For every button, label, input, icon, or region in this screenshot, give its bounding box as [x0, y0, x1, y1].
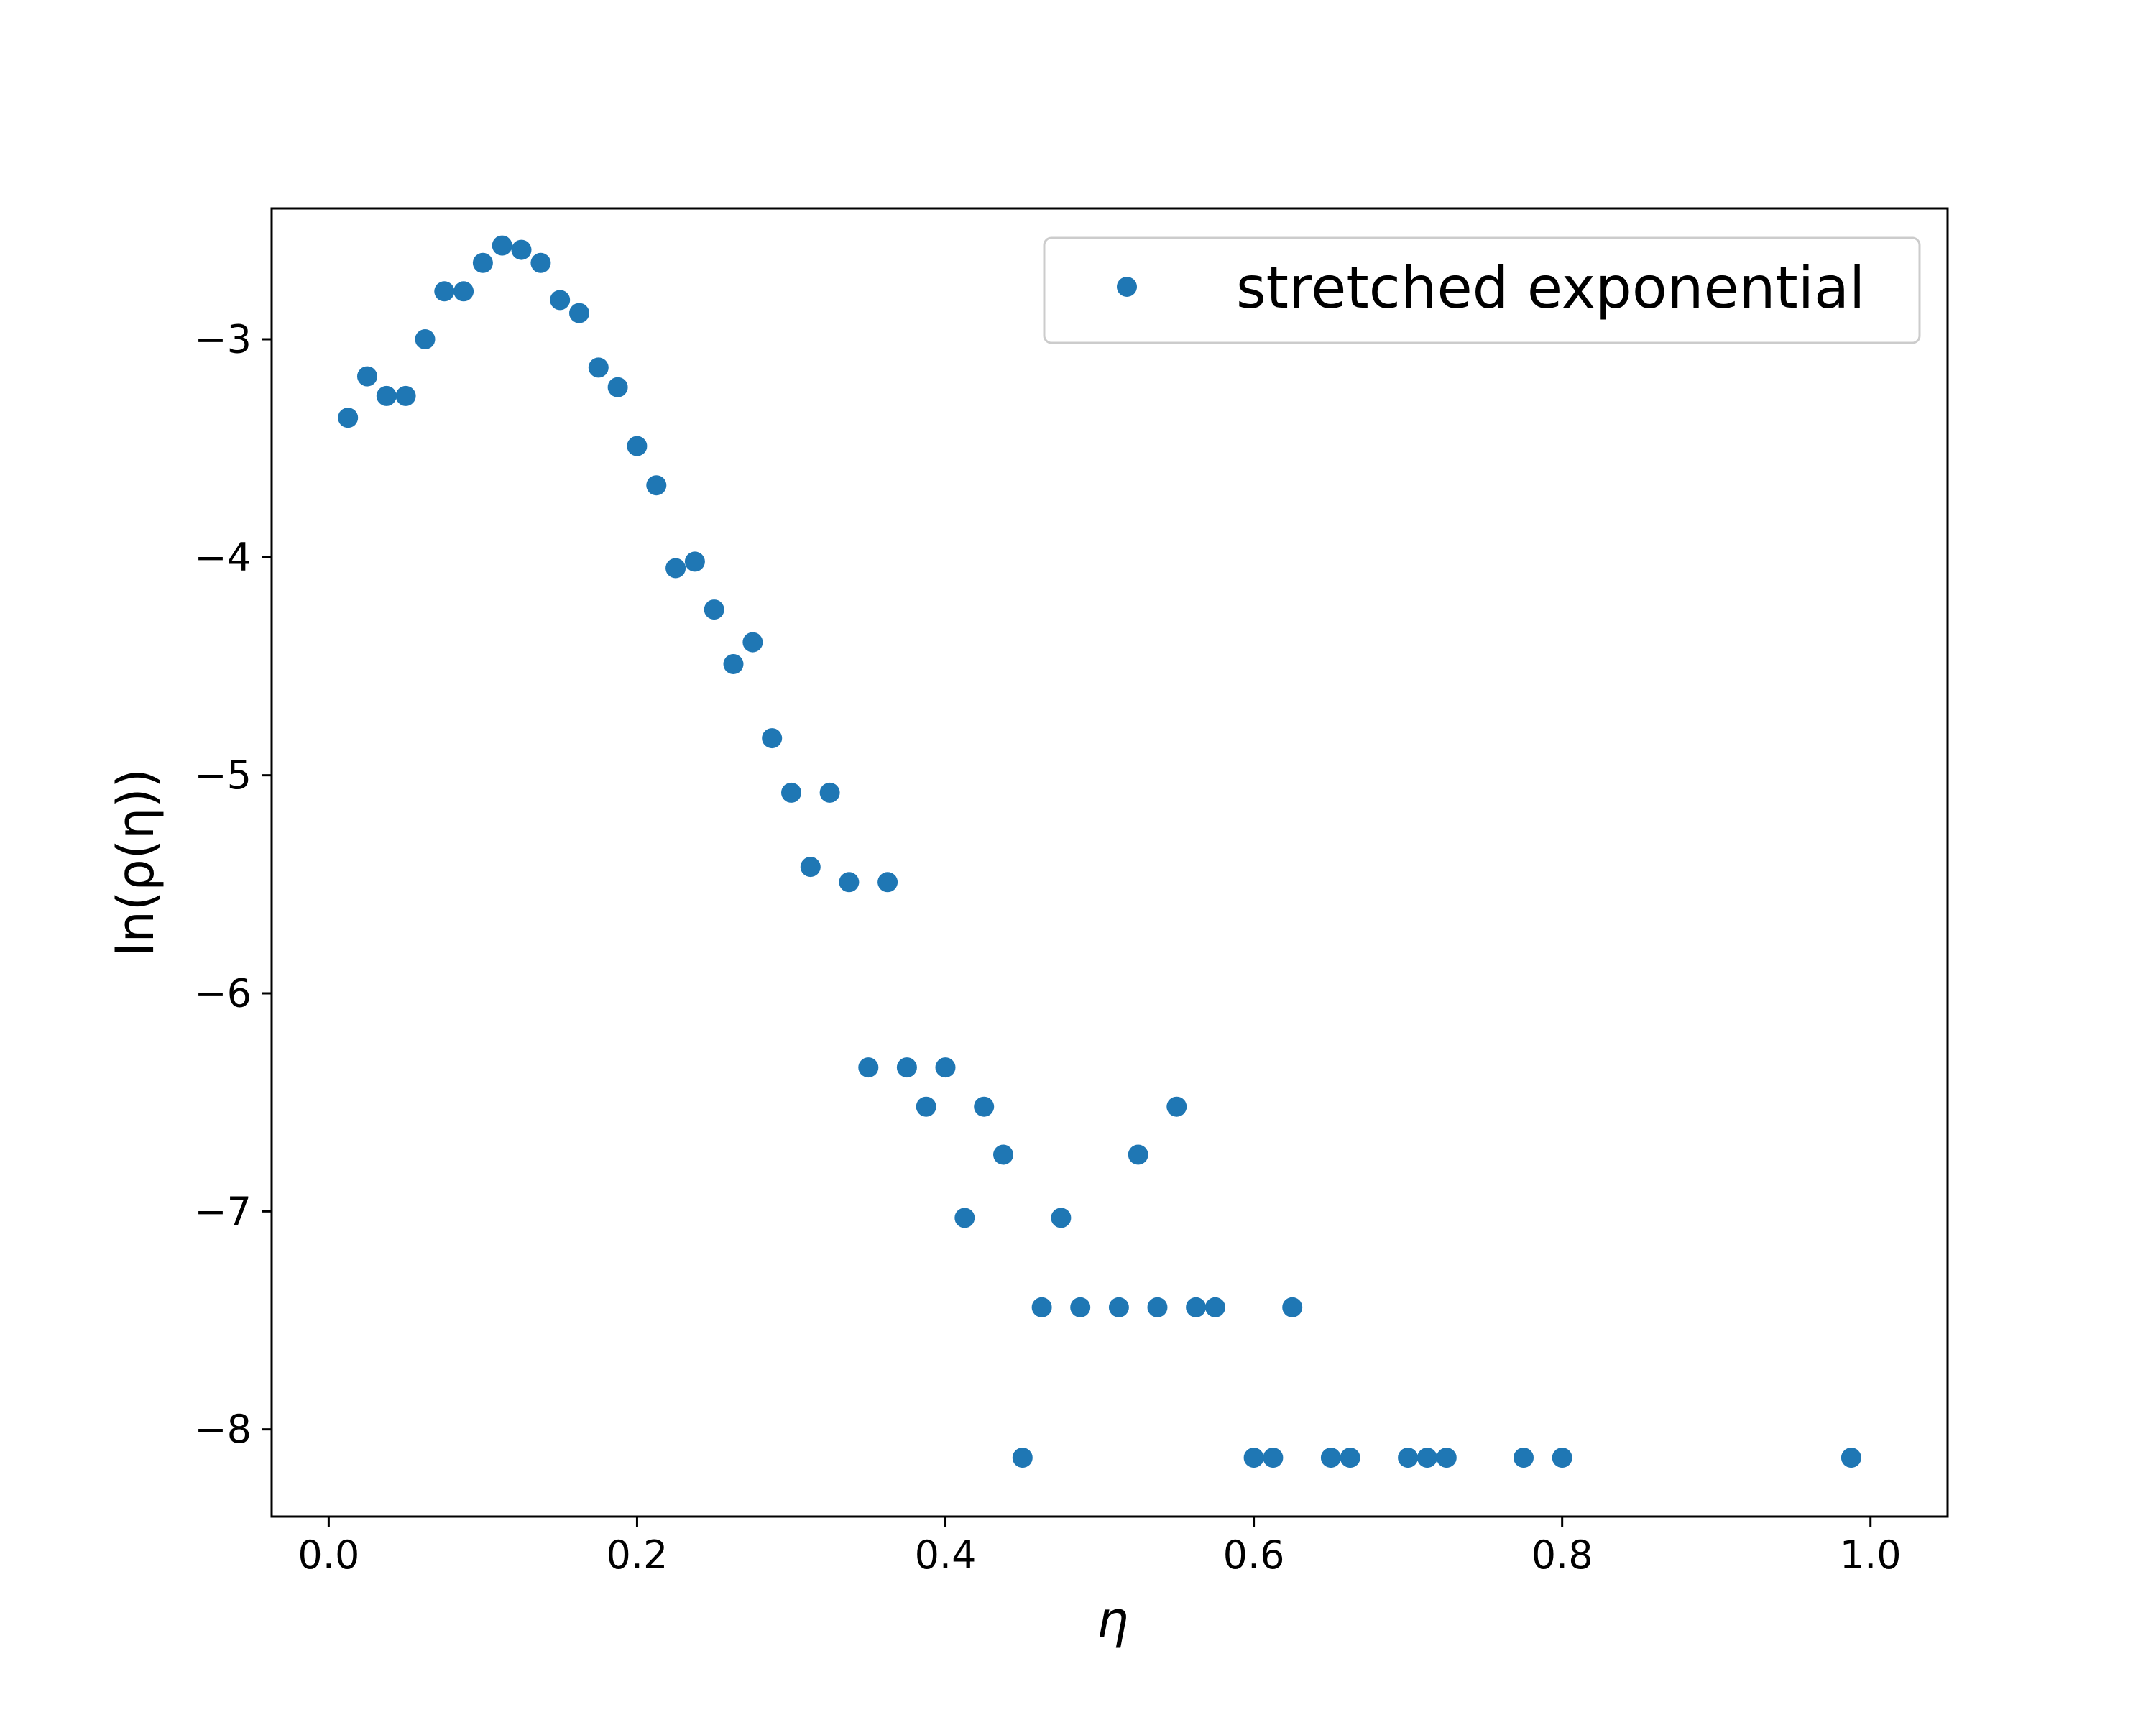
data-point: [858, 1057, 879, 1078]
data-point: [1282, 1297, 1303, 1317]
data-point: [704, 599, 724, 620]
data-point: [376, 385, 397, 406]
data-point: [1166, 1096, 1187, 1117]
data-point: [1031, 1297, 1052, 1317]
data-point: [935, 1057, 956, 1078]
y-tick-label: −7: [194, 1189, 252, 1234]
data-point: [1416, 1448, 1437, 1468]
data-point: [1051, 1208, 1072, 1228]
x-tick-label: 0.8: [1531, 1532, 1593, 1578]
x-axis-ticks: 0.0 0.2 0.4 0.6 0.8 1.0: [298, 1517, 1902, 1578]
data-point: [1186, 1297, 1207, 1317]
data-point: [877, 872, 898, 893]
data-point: [646, 475, 667, 496]
legend-label: stretched exponential: [1236, 254, 1865, 321]
data-point: [762, 728, 783, 749]
data-point: [723, 654, 744, 674]
data-point: [916, 1096, 936, 1117]
x-tick-label: 0.6: [1223, 1532, 1285, 1578]
data-point: [954, 1208, 975, 1228]
y-tick-label: −6: [194, 971, 252, 1016]
data-point: [1320, 1448, 1341, 1468]
data-point: [627, 436, 648, 456]
data-point: [839, 872, 860, 893]
data-point: [665, 558, 686, 579]
x-tick-label: 0.2: [607, 1532, 668, 1578]
data-point: [896, 1057, 917, 1078]
data-point: [357, 366, 377, 387]
y-tick-label: −4: [194, 535, 252, 580]
y-tick-label: −5: [194, 753, 252, 798]
data-point: [1012, 1448, 1033, 1468]
data-point: [800, 857, 821, 878]
data-point: [1070, 1297, 1091, 1317]
legend-marker: [1117, 277, 1137, 297]
data-point: [1128, 1144, 1148, 1165]
data-point: [1147, 1297, 1168, 1317]
data-point: [1340, 1448, 1360, 1468]
data-point: [1552, 1448, 1572, 1468]
data-point: [1436, 1448, 1457, 1468]
data-point: [569, 303, 589, 323]
y-axis-label: ln(ρ(η)): [106, 768, 165, 957]
data-point: [1243, 1448, 1264, 1468]
data-point: [1398, 1448, 1419, 1468]
data-point: [819, 782, 840, 803]
legend-box: [1043, 236, 1921, 344]
x-axis-label: η: [1097, 1591, 1128, 1650]
data-point: [434, 281, 455, 302]
data-point: [530, 252, 551, 273]
x-tick-label: 0.4: [915, 1532, 977, 1578]
y-axis-ticks: −3 −4 −5 −6 −7 −8: [194, 317, 272, 1452]
data-point: [415, 329, 436, 349]
data-point: [781, 782, 801, 803]
legend: stretched exponential: [1043, 236, 1921, 344]
data-point: [607, 377, 628, 397]
data-points: [338, 235, 1861, 1468]
data-point: [550, 290, 571, 310]
data-point: [395, 385, 416, 406]
x-tick-label: 0.0: [298, 1532, 359, 1578]
data-point: [338, 408, 359, 428]
data-point: [492, 235, 512, 256]
data-point: [974, 1096, 995, 1117]
data-point: [1263, 1448, 1284, 1468]
data-point: [588, 357, 609, 378]
plot-area-frame: [270, 207, 1949, 1518]
data-point: [1841, 1448, 1861, 1468]
data-point: [993, 1144, 1013, 1165]
y-tick-label: −8: [194, 1407, 252, 1452]
y-tick-label: −3: [194, 317, 252, 362]
data-point: [742, 632, 763, 653]
x-tick-label: 1.0: [1840, 1532, 1902, 1578]
data-point: [684, 551, 705, 572]
data-point: [472, 252, 493, 273]
data-point: [511, 239, 532, 260]
data-point: [1514, 1448, 1534, 1468]
data-point: [1108, 1297, 1129, 1317]
data-point: [1205, 1297, 1225, 1317]
data-point: [453, 281, 474, 302]
